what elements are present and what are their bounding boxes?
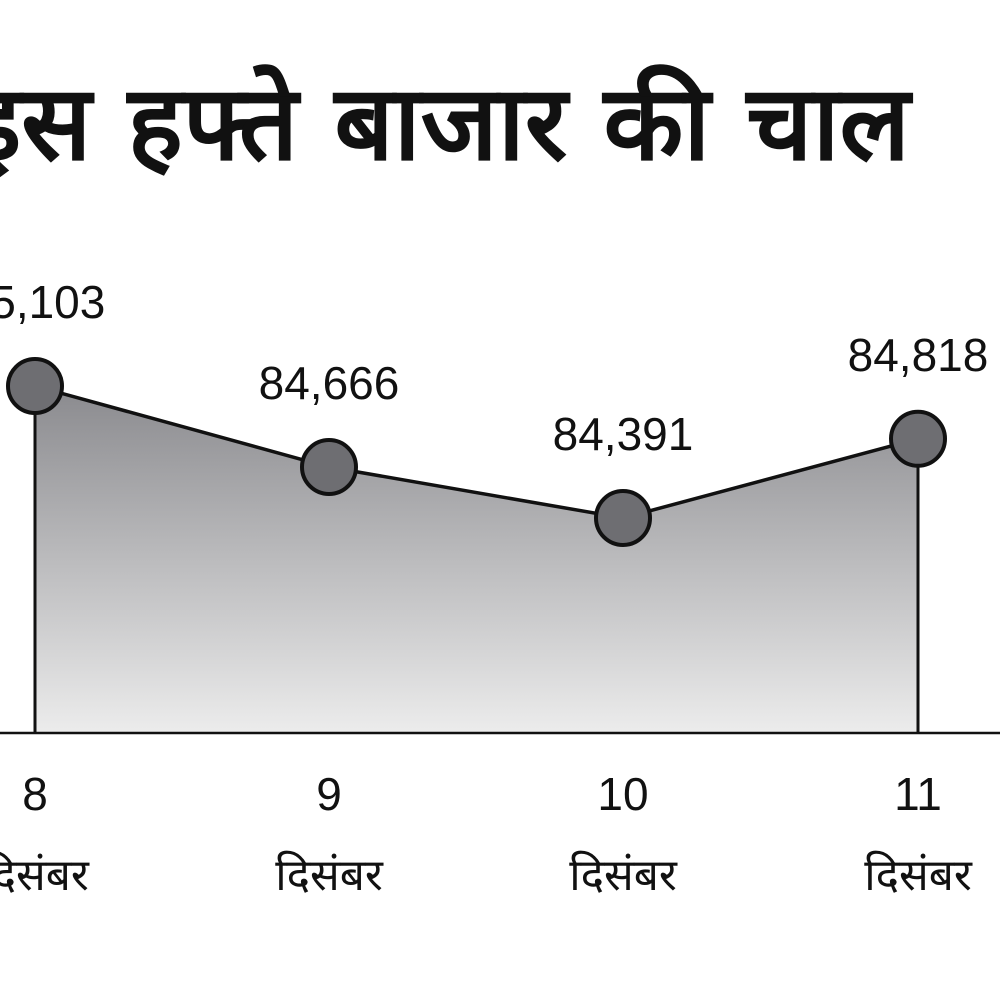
x-tick-day-8: 8 bbox=[22, 768, 48, 820]
value-label-11: 84,818 bbox=[848, 329, 989, 381]
x-tick-month-8: दिसंबर bbox=[0, 850, 90, 901]
value-label-8: 85,103 bbox=[0, 276, 105, 328]
x-tick-month-10: दिसंबर bbox=[569, 850, 678, 901]
data-point-10 bbox=[594, 489, 652, 547]
series-line bbox=[34, 384, 919, 520]
area-fill bbox=[35, 386, 918, 733]
x-tick-day-9: 9 bbox=[316, 768, 342, 820]
data-point-8 bbox=[6, 357, 64, 415]
data-point-9 bbox=[300, 438, 358, 496]
chart-title: इस हफ्ते बाजार की चाल bbox=[0, 62, 911, 184]
x-tick-day-10: 10 bbox=[597, 768, 648, 820]
x-tick-month-11: दिसंबर bbox=[864, 850, 973, 901]
x-tick-day-11: 11 bbox=[894, 768, 942, 820]
data-point-11 bbox=[889, 409, 947, 468]
x-tick-month-9: दिसंबर bbox=[275, 850, 384, 901]
value-label-10: 84,391 bbox=[553, 408, 694, 460]
value-label-9: 84,666 bbox=[259, 357, 400, 409]
